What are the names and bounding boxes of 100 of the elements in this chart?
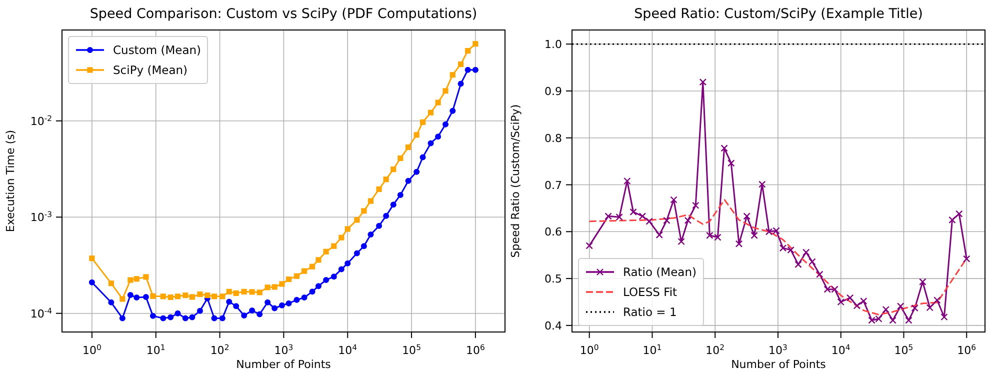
legend-label: LOESS Fit	[623, 285, 678, 299]
point	[383, 212, 390, 219]
point	[428, 110, 434, 116]
point	[670, 196, 678, 204]
x-tick-label: 10$^{6}$	[957, 342, 976, 357]
x-tick-label: 10$^{3}$	[768, 342, 788, 357]
x-tick-label: 10$^{1}$	[642, 342, 662, 357]
point	[758, 180, 766, 188]
point	[926, 304, 934, 312]
x-tick-label: 10$^{0}$	[580, 342, 599, 357]
legend-label: Ratio (Mean)	[623, 265, 696, 279]
legend-label: Custom (Mean)	[113, 43, 202, 57]
point	[934, 296, 941, 304]
y-tick-label: 1.0	[544, 38, 562, 52]
point	[450, 108, 456, 114]
point	[233, 290, 239, 296]
y-tick-label: 0.8	[544, 132, 562, 145]
point	[905, 316, 912, 324]
chart-title: Speed Ratio: Custom/SciPy (Example Title)	[633, 6, 924, 22]
point	[160, 294, 166, 300]
point	[684, 216, 692, 224]
point	[846, 294, 854, 302]
point	[344, 260, 351, 266]
point	[279, 281, 285, 287]
point	[911, 304, 918, 312]
point	[414, 132, 420, 138]
point	[405, 144, 412, 150]
point	[278, 302, 285, 308]
point	[889, 316, 896, 324]
legend-label: SciPy (Mean)	[113, 63, 188, 77]
point	[354, 217, 360, 223]
point	[398, 155, 404, 162]
x-tick-label: 10$^{2}$	[706, 342, 725, 357]
point	[896, 302, 904, 310]
y-tick-label: 0.7	[544, 178, 562, 192]
point	[272, 305, 278, 312]
y-tick-label: 10$^{-2}$	[30, 113, 52, 128]
x-axis-title: Number of Points	[236, 358, 332, 371]
point	[301, 268, 308, 274]
point	[956, 210, 963, 218]
point	[315, 283, 322, 290]
point	[435, 134, 442, 140]
point	[837, 298, 844, 306]
point	[368, 198, 374, 204]
x-tick-label: 10$^{4}$	[831, 342, 850, 357]
point	[699, 78, 707, 86]
point	[794, 260, 802, 268]
point	[376, 186, 382, 192]
point	[301, 294, 308, 301]
point	[458, 80, 464, 87]
point	[808, 258, 816, 266]
x-tick-label: 10$^{4}$	[338, 342, 358, 357]
point	[249, 289, 255, 295]
point	[465, 48, 471, 54]
y-tick-label: 0.9	[544, 84, 562, 98]
point	[663, 216, 670, 224]
point	[330, 274, 337, 280]
point	[420, 154, 426, 160]
point	[338, 266, 344, 272]
point	[376, 222, 382, 229]
point	[323, 277, 330, 284]
point	[182, 292, 188, 298]
point	[331, 243, 337, 249]
point	[368, 231, 374, 238]
point	[735, 240, 743, 248]
point	[354, 250, 360, 256]
point	[323, 248, 329, 254]
point	[472, 41, 478, 47]
legend-label: Ratio = 1	[623, 305, 677, 319]
point	[802, 248, 810, 256]
point	[678, 238, 685, 246]
point	[428, 140, 434, 146]
y-tick-label: 10$^{-3}$	[30, 210, 52, 224]
x-tick-label: 10$^{3}$	[274, 342, 294, 357]
point	[338, 234, 344, 240]
point	[168, 314, 174, 320]
point	[256, 311, 263, 318]
point	[294, 273, 300, 279]
point	[361, 208, 367, 214]
point	[211, 294, 218, 300]
point	[344, 226, 350, 232]
point	[309, 264, 316, 270]
point	[189, 294, 195, 300]
y-tick-label: 10$^{-4}$	[30, 306, 52, 320]
point	[220, 294, 226, 300]
point	[940, 313, 948, 321]
point	[442, 88, 448, 94]
point	[226, 288, 232, 294]
point	[442, 121, 448, 128]
point	[435, 100, 441, 106]
y-axis-title: Speed Ratio (Custom/SciPy)	[508, 104, 522, 258]
point	[420, 119, 426, 125]
point	[168, 294, 174, 300]
point	[720, 144, 728, 152]
point	[256, 290, 262, 296]
point	[414, 168, 420, 175]
point	[286, 276, 292, 282]
point	[390, 166, 396, 172]
x-tick-label: 10$^{5}$	[894, 342, 914, 357]
point	[182, 315, 188, 322]
